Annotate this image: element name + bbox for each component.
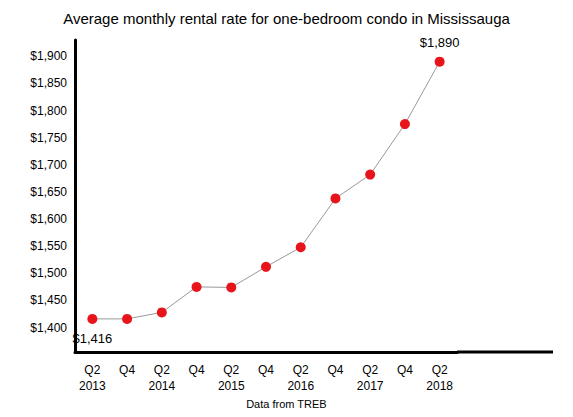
svg-text:2018: 2018 (426, 379, 453, 393)
svg-text:Q2: Q2 (293, 363, 309, 377)
svg-text:$1,400: $1,400 (30, 321, 67, 335)
svg-text:Q4: Q4 (258, 363, 274, 377)
svg-text:$1,900: $1,900 (30, 49, 67, 63)
svg-text:Data from TREB: Data from TREB (246, 398, 327, 410)
svg-text:2014: 2014 (148, 379, 175, 393)
svg-text:$1,890: $1,890 (420, 35, 460, 50)
svg-text:Q2: Q2 (362, 363, 378, 377)
svg-text:$1,500: $1,500 (30, 266, 67, 280)
svg-text:2015: 2015 (218, 379, 245, 393)
svg-text:Average monthly rental rate fo: Average monthly rental rate for one-bedr… (63, 10, 510, 27)
svg-text:$1,450: $1,450 (30, 293, 67, 307)
svg-text:$1,650: $1,650 (30, 185, 67, 199)
svg-text:Q2: Q2 (223, 363, 239, 377)
svg-text:$1,750: $1,750 (30, 131, 67, 145)
svg-text:$1,800: $1,800 (30, 104, 67, 118)
svg-text:2017: 2017 (357, 379, 384, 393)
svg-text:Q2: Q2 (154, 363, 170, 377)
svg-text:2016: 2016 (287, 379, 314, 393)
svg-text:$1,700: $1,700 (30, 158, 67, 172)
svg-text:2013: 2013 (79, 379, 106, 393)
svg-text:Q4: Q4 (397, 363, 413, 377)
svg-text:Q4: Q4 (327, 363, 343, 377)
svg-text:Q4: Q4 (189, 363, 205, 377)
svg-text:Q2: Q2 (84, 363, 100, 377)
svg-text:Q2: Q2 (432, 363, 448, 377)
svg-text:$1,550: $1,550 (30, 239, 67, 253)
svg-text:$1,850: $1,850 (30, 76, 67, 90)
svg-text:$1,416: $1,416 (72, 331, 112, 346)
svg-text:$1,600: $1,600 (30, 212, 67, 226)
svg-text:Q4: Q4 (119, 363, 135, 377)
